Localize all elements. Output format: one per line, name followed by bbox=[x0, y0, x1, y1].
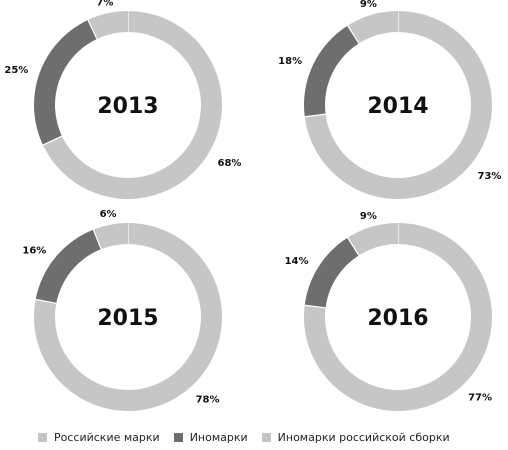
legend-swatch-russian-brands bbox=[38, 432, 47, 442]
donut-chart-2013: 68% 25% 7% 2013 bbox=[4, 0, 242, 200]
legend-item-foreign-brands: Иномарки bbox=[173, 430, 248, 444]
slice-label-russian-2015: 78% bbox=[196, 395, 220, 406]
slice-foreign-2016 bbox=[304, 237, 359, 308]
legend-swatch-foreign-russian-assembly bbox=[261, 432, 271, 442]
legend-item-russian-brands: Российские марки bbox=[38, 431, 160, 444]
donut-chart-2016: 77% 14% 9% 2016 bbox=[285, 211, 492, 412]
legend-label-foreign-brands: Иномарки bbox=[189, 430, 248, 444]
slice-label-foreign-russian-assembly-2016: 9% bbox=[360, 211, 377, 222]
slice-label-foreign-russian-assembly-2014: 9% bbox=[360, 0, 377, 10]
slice-divider bbox=[42, 135, 63, 146]
slice-divider bbox=[347, 25, 360, 44]
slice-divider bbox=[92, 229, 102, 250]
legend-swatch-foreign-brands bbox=[173, 432, 183, 442]
slice-label-russian-2014: 73% bbox=[478, 171, 502, 182]
slice-divider bbox=[304, 304, 326, 309]
slice-foreign-2015 bbox=[35, 229, 102, 304]
slice-label-foreign-2013: 25% bbox=[4, 65, 28, 76]
center-label-2014: 2014 bbox=[367, 94, 428, 119]
donut-chart-2015: 78% 16% 6% 2015 bbox=[22, 209, 222, 412]
slice-foreign-2013 bbox=[34, 19, 97, 146]
donut-chart-2014: 73% 18% 9% 2014 bbox=[278, 0, 501, 199]
slice-foreign-2014 bbox=[303, 25, 359, 117]
center-label-2013: 2013 bbox=[97, 94, 158, 119]
slice-divider bbox=[304, 113, 326, 118]
legend-label-foreign-russian-assembly: Иномарки российской сборки bbox=[277, 430, 450, 444]
center-label-2015: 2015 bbox=[97, 306, 158, 331]
slice-divider bbox=[347, 237, 360, 256]
slice-label-foreign-russian-assembly-2013: 7% bbox=[96, 0, 113, 9]
slice-foreign-russian-assembly-2013 bbox=[87, 11, 128, 39]
slice-foreign-russian-assembly-2016 bbox=[347, 222, 398, 256]
slice-foreign-russian-assembly-2015 bbox=[93, 223, 128, 250]
slice-foreign-russian-assembly-2014 bbox=[347, 11, 398, 44]
donut-charts: 68% 25% 7% 2013 73% 18% 9% 2014 78% 16% 6% 2015 77% 1… bbox=[4, 0, 501, 412]
slice-divider bbox=[87, 19, 98, 40]
legend-label-russian-brands: Российские марки bbox=[54, 430, 160, 444]
center-label-2016: 2016 bbox=[367, 306, 428, 331]
slice-label-russian-2013: 68% bbox=[218, 158, 242, 169]
legend-item-foreign-russian-assembly: Иномарки российской сборки bbox=[261, 430, 450, 444]
slice-label-russian-2016: 77% bbox=[468, 393, 492, 404]
slice-label-foreign-2014: 18% bbox=[278, 56, 302, 67]
slice-label-foreign-2016: 14% bbox=[285, 256, 309, 267]
slice-label-foreign-russian-assembly-2015: 6% bbox=[100, 209, 117, 220]
legend: Российские марки Иномарки Иномарки росси… bbox=[38, 428, 464, 446]
slice-divider bbox=[35, 298, 57, 304]
slice-label-foreign-2015: 16% bbox=[22, 245, 46, 256]
